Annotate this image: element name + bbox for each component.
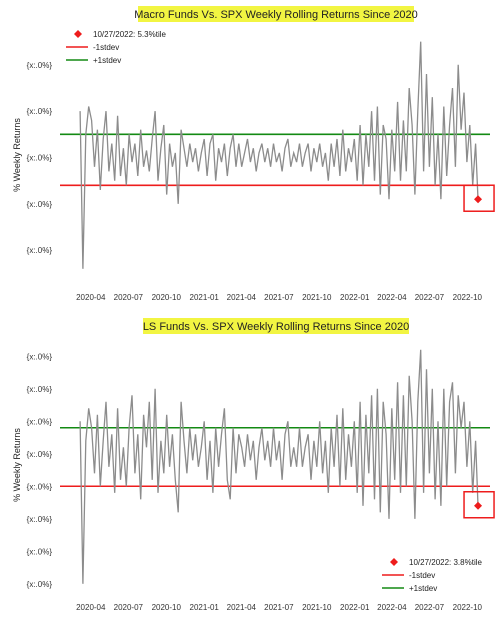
x-tick-label: 2020-10 — [152, 603, 182, 612]
x-tick-labels: 2020-04 2020-07 2020-10 2021-01 2021-04 2021-… — [76, 293, 482, 302]
series-line — [79, 349, 479, 584]
y-tick-label: {x:.0%} — [27, 450, 53, 459]
y-tick-label: {x:.0%} — [27, 107, 53, 116]
highlight-box — [463, 184, 495, 212]
x-tick-label: 2021-01 — [190, 603, 220, 612]
y-tick-labels: {x:.0%} {x:.0%} {x:.0%} {x:.0%} {x:.0%} — [27, 61, 53, 255]
y-tick-label: {x:.0%} — [27, 417, 53, 426]
y-tick-labels: {x:.0%} {x:.0%} {x:.0%} {x:.0%} {x:.0%} {x:.0… — [27, 352, 53, 589]
y-tick-label: {x:.0%} — [27, 61, 53, 70]
title-highlight — [138, 6, 414, 22]
x-tick-label: 2022-10 — [453, 603, 483, 612]
x-tick-label: 2022-07 — [415, 603, 445, 612]
legend-label: +1stdev — [409, 584, 437, 593]
y-tick-label: {x:.0%} — [27, 352, 53, 361]
legend-label: 10/27/2022: 5.3%tile — [93, 30, 166, 39]
legend-label: -1stdev — [93, 43, 119, 52]
chart-title: Macro Funds Vs. SPX Weekly Rolling Retur… — [134, 9, 417, 21]
x-tick-label: 2022-10 — [453, 293, 483, 302]
x-tick-label: 2020-07 — [114, 293, 144, 302]
y-tick-label: {x:.0%} — [27, 154, 53, 163]
y-tick-label: {x:.0%} — [27, 200, 53, 209]
x-tick-label: 2022-07 — [415, 293, 445, 302]
x-tick-label: 2021-10 — [302, 603, 332, 612]
y-tick-label: {x:.0%} — [27, 580, 53, 589]
legend-label: +1stdev — [93, 56, 121, 65]
legend-marker — [74, 30, 82, 38]
x-tick-labels: 2020-04 2020-07 2020-10 2021-01 2021-04 2021-… — [76, 603, 482, 612]
title-highlight — [143, 318, 409, 334]
highlight-box — [463, 491, 495, 519]
y-axis-title: % Weekly Returns — [12, 428, 22, 502]
legend-marker — [390, 558, 398, 566]
stdev-lines — [60, 133, 490, 187]
y-tick-label: {x:.0%} — [27, 385, 53, 394]
stdev-lines — [60, 426, 490, 488]
y-tick-label: {x:.0%} — [27, 482, 53, 491]
x-tick-label: 2020-04 — [76, 603, 106, 612]
series-line — [79, 41, 479, 269]
x-tick-label: 2020-04 — [76, 293, 106, 302]
macro-chart: Macro Funds Vs. SPX Weekly Rolling Retur… — [12, 6, 495, 302]
x-tick-label: 2021-04 — [227, 293, 257, 302]
y-tick-label: {x:.0%} — [27, 246, 53, 255]
x-tick-label: 2020-07 — [114, 603, 144, 612]
latest-marker — [474, 501, 483, 510]
y-tick-label: {x:.0%} — [27, 547, 53, 556]
legend: 10/27/2022: 3.8%tile -1stdev +1stdev — [382, 558, 482, 593]
x-tick-label: 2021-07 — [264, 603, 294, 612]
x-tick-label: 2022-01 — [340, 293, 370, 302]
latest-marker — [474, 195, 483, 204]
x-tick-label: 2022-01 — [340, 603, 370, 612]
x-tick-label: 2021-04 — [227, 603, 257, 612]
x-tick-label: 2021-10 — [302, 293, 332, 302]
chart-title: LS Funds Vs. SPX Weekly Rolling Returns … — [143, 321, 409, 333]
x-tick-label: 2022-04 — [377, 293, 407, 302]
x-tick-label: 2021-01 — [190, 293, 220, 302]
x-tick-label: 2022-04 — [377, 603, 407, 612]
y-tick-label: {x:.0%} — [27, 515, 53, 524]
legend: 10/27/2022: 5.3%tile -1stdev +1stdev — [66, 30, 166, 65]
legend-label: 10/27/2022: 3.8%tile — [409, 558, 482, 567]
x-tick-label: 2020-10 — [152, 293, 182, 302]
ls-chart: LS Funds Vs. SPX Weekly Rolling Returns … — [12, 318, 495, 612]
legend-label: -1stdev — [409, 571, 435, 580]
x-tick-label: 2021-07 — [264, 293, 294, 302]
y-axis-title: % Weekly Returns — [12, 118, 22, 192]
